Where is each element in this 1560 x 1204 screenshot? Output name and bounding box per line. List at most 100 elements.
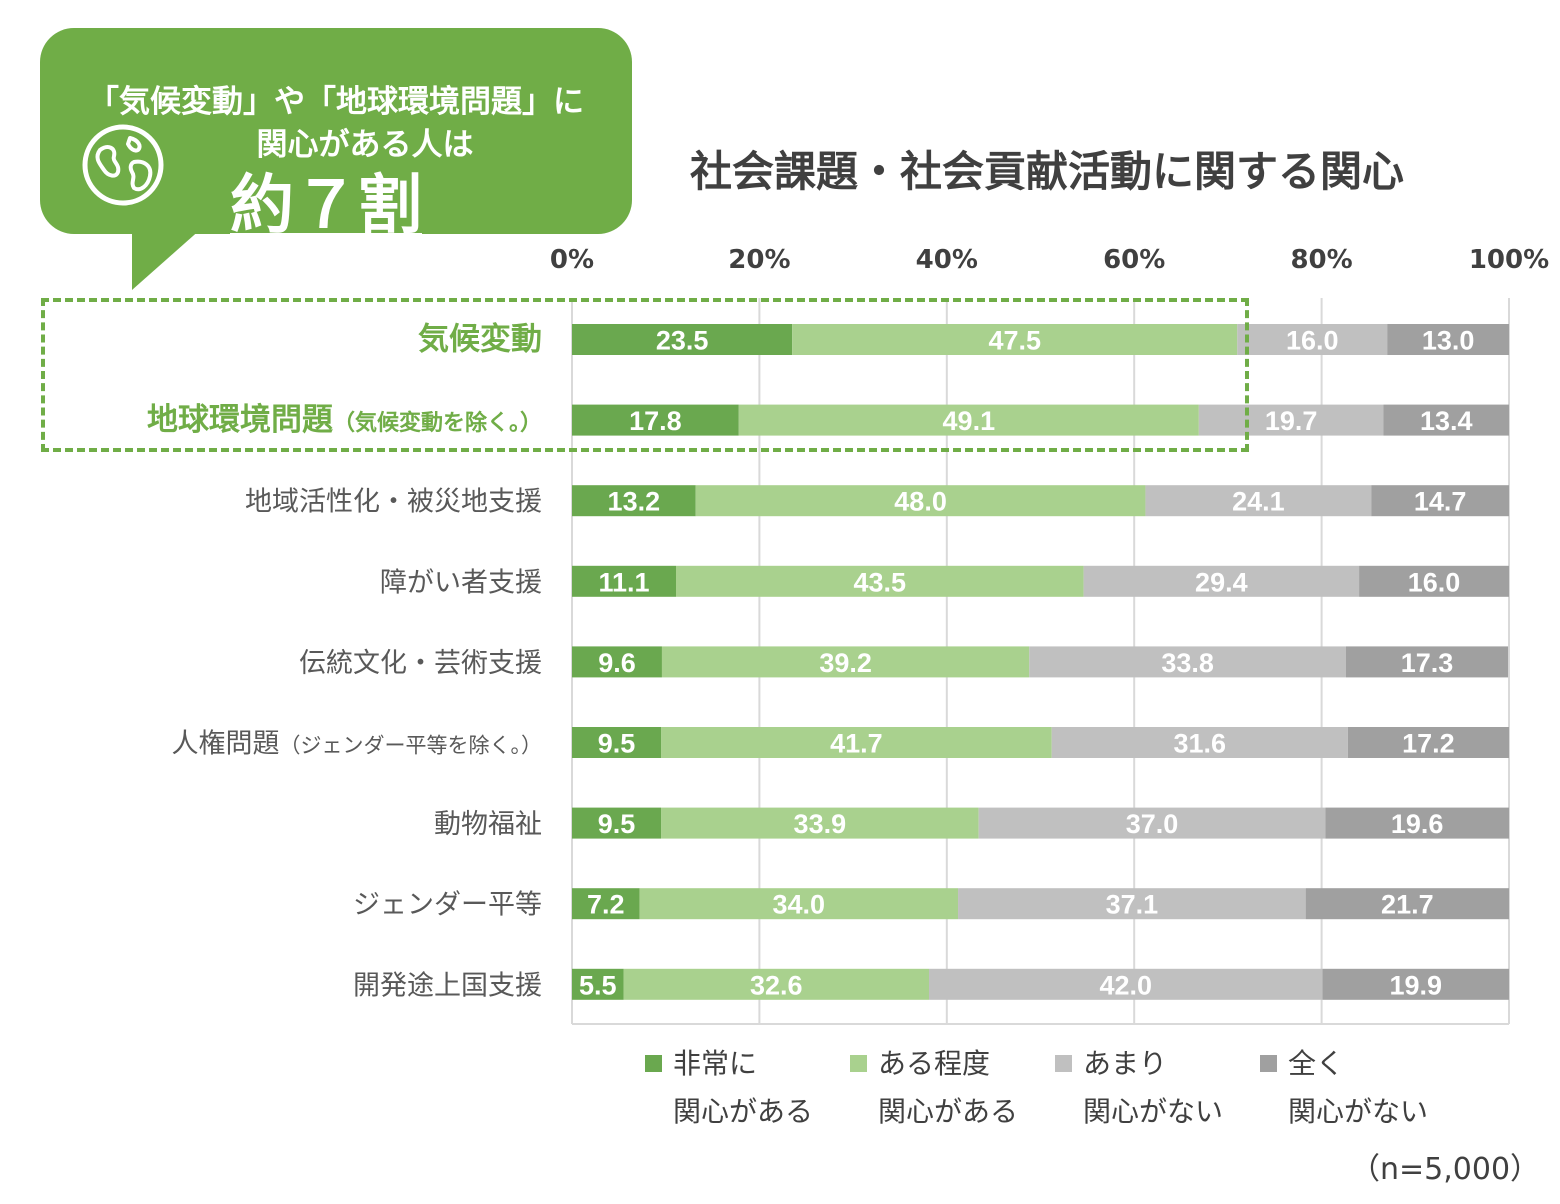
chart-title: 社会課題・社会貢献活動に関する関心 xyxy=(690,147,1405,196)
data-label: 31.6 xyxy=(1174,729,1227,759)
data-label: 19.7 xyxy=(1265,406,1318,436)
data-label: 33.9 xyxy=(794,809,847,839)
globe-icon xyxy=(82,124,164,206)
data-label: 47.5 xyxy=(988,326,1041,356)
bar-segment xyxy=(572,727,662,758)
callout-big-figure: 約７割 xyxy=(230,169,422,243)
bar-segment xyxy=(1305,888,1509,920)
legend-label-line2: 関心がある xyxy=(673,1095,814,1128)
data-label: 32.6 xyxy=(750,970,803,1000)
bar-segment xyxy=(661,727,1052,758)
legend-label-line1: 全く xyxy=(1288,1047,1345,1080)
bar-segment xyxy=(1387,324,1509,355)
bar-segment xyxy=(695,485,1146,517)
sample-size-note: （n=5,000） xyxy=(1350,1152,1541,1187)
bar-segment xyxy=(1371,485,1509,517)
category-label: 地域活性化・被災地支援 xyxy=(245,487,542,518)
x-tick-label: 40% xyxy=(916,245,978,275)
data-label: 37.0 xyxy=(1126,809,1179,839)
x-tick-label: 20% xyxy=(728,245,790,275)
bar-segment xyxy=(738,404,1199,436)
data-label: 41.7 xyxy=(830,729,883,759)
bar-segment xyxy=(1383,404,1509,436)
data-label: 7.2 xyxy=(587,890,625,920)
bar-segment xyxy=(1198,404,1384,436)
data-label: 16.0 xyxy=(1408,567,1461,597)
data-label: 42.0 xyxy=(1099,970,1152,1000)
data-label: 24.1 xyxy=(1232,487,1285,517)
category-label: ジェンダー平等 xyxy=(353,890,542,921)
bar-segment xyxy=(572,888,640,920)
bar-segment xyxy=(1083,565,1360,597)
data-label: 33.8 xyxy=(1161,648,1214,678)
data-label: 11.1 xyxy=(598,567,649,597)
data-label: 19.6 xyxy=(1391,809,1444,839)
data-label: 17.3 xyxy=(1401,648,1454,678)
category-label: 障がい者支援 xyxy=(380,567,542,598)
data-label: 34.0 xyxy=(772,890,825,920)
callout-headline: 「気候変動」や「地球環境問題」に xyxy=(88,84,584,120)
data-label: 13.0 xyxy=(1422,326,1475,356)
bar-segment xyxy=(928,968,1323,1000)
highlight-box xyxy=(41,298,1249,452)
legend-label-line1: ある程度 xyxy=(878,1047,991,1080)
legend-label-line1: 非常に xyxy=(673,1047,758,1080)
data-label: 9.6 xyxy=(598,648,636,678)
legend-label-line2: 関心がない xyxy=(1083,1095,1224,1128)
data-label: 14.7 xyxy=(1414,487,1467,517)
bar-segment xyxy=(572,646,662,678)
x-tick-label: 100% xyxy=(1469,245,1549,275)
bar-segment xyxy=(661,646,1030,678)
category-label: 開発途上国支援 xyxy=(353,970,542,1001)
bar-segment xyxy=(676,565,1084,597)
bar-segment xyxy=(623,968,929,1000)
category-label: 気候変動 xyxy=(418,322,542,358)
bar-segment xyxy=(1325,807,1509,839)
legend-swatch xyxy=(1055,1055,1072,1072)
bar-segment xyxy=(572,324,793,355)
data-label: 49.1 xyxy=(943,406,996,436)
category-label: 伝統文化・芸術支援 xyxy=(299,648,542,679)
data-label: 43.5 xyxy=(854,567,907,597)
category-label: 動物福祉 xyxy=(434,809,542,840)
bar-segment xyxy=(572,404,739,436)
category-label: 人権問題（ジェンダー平等を除く。） xyxy=(172,729,543,760)
callout-bubble: 「気候変動」や「地球環境問題」に 関心がある人は 約７割 xyxy=(40,28,632,290)
bar-segment xyxy=(1029,646,1346,678)
bar-segment xyxy=(572,485,696,517)
x-tick-label: 0% xyxy=(550,245,594,275)
bar-segment xyxy=(792,324,1238,355)
bar-segment xyxy=(1345,646,1509,678)
bar-segment xyxy=(572,565,677,597)
bar-segment xyxy=(639,888,959,920)
data-label: 17.2 xyxy=(1402,729,1455,759)
bar-segment xyxy=(661,807,979,839)
bar-segment xyxy=(958,888,1306,920)
x-tick-label: 80% xyxy=(1290,245,1352,275)
bar-segment xyxy=(1359,565,1509,597)
callout-subline: 関心がある人は xyxy=(256,127,474,163)
data-label: 13.4 xyxy=(1420,406,1473,436)
bar-segment xyxy=(1347,727,1509,758)
data-label: 48.0 xyxy=(894,487,947,517)
bar-segment xyxy=(572,968,624,1000)
bar-segment xyxy=(978,807,1326,839)
bar-segment xyxy=(572,807,662,839)
data-label: 13.2 xyxy=(608,487,661,517)
legend-swatch xyxy=(1260,1055,1277,1072)
data-label: 16.0 xyxy=(1286,326,1339,356)
legend-label-line2: 関心がない xyxy=(1288,1095,1429,1128)
data-label: 9.5 xyxy=(598,809,636,839)
legend-swatch xyxy=(850,1055,867,1072)
data-label: 39.2 xyxy=(819,648,872,678)
bar-segment xyxy=(1145,485,1372,517)
callout-tail xyxy=(132,228,202,290)
data-label: 5.5 xyxy=(579,970,617,1000)
data-label: 9.5 xyxy=(598,729,636,759)
data-label: 17.8 xyxy=(629,406,682,436)
bar-segment xyxy=(1322,968,1509,1000)
bar-segment xyxy=(1237,324,1388,355)
data-label: 19.9 xyxy=(1389,970,1442,1000)
data-label: 29.4 xyxy=(1195,567,1248,597)
